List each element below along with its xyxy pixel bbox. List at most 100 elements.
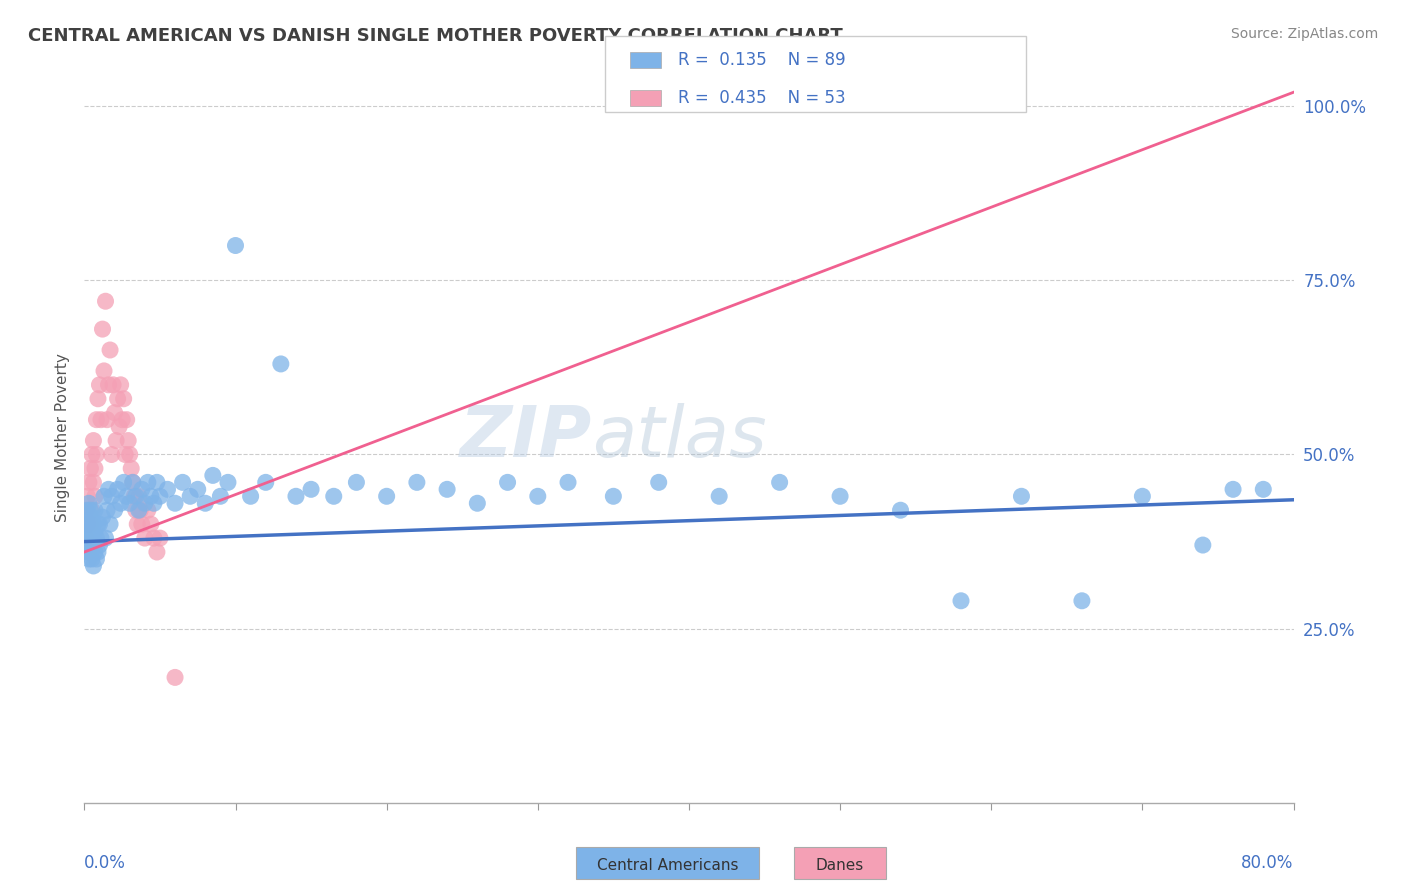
Text: 0.0%: 0.0%: [84, 854, 127, 872]
Text: CENTRAL AMERICAN VS DANISH SINGLE MOTHER POVERTY CORRELATION CHART: CENTRAL AMERICAN VS DANISH SINGLE MOTHER…: [28, 27, 842, 45]
Point: [79, 461, 101, 475]
Point: [142, 496, 165, 510]
Point: [94, 294, 117, 309]
Point: [118, 448, 141, 462]
Point: [285, 489, 308, 503]
Point: [115, 489, 138, 503]
Point: [79, 503, 101, 517]
Point: [101, 377, 124, 392]
Point: [84, 489, 107, 503]
Point: [107, 483, 129, 497]
Point: [96, 503, 118, 517]
Point: [125, 489, 148, 503]
Point: [89, 517, 111, 532]
Text: Danes: Danes: [815, 858, 863, 872]
Point: [82, 538, 104, 552]
Point: [146, 545, 169, 559]
Point: [98, 517, 121, 532]
Point: [1130, 489, 1153, 503]
Point: [80, 448, 103, 462]
Point: [77, 552, 100, 566]
Point: [76, 524, 98, 538]
Y-axis label: Single Mother Poverty: Single Mother Poverty: [55, 352, 70, 522]
Point: [125, 503, 148, 517]
Point: [346, 475, 368, 490]
Point: [1071, 594, 1094, 608]
Point: [76, 503, 98, 517]
Point: [77, 517, 100, 532]
Point: [1253, 483, 1275, 497]
Point: [82, 475, 104, 490]
Point: [557, 475, 579, 490]
Point: [91, 322, 114, 336]
Point: [84, 461, 107, 475]
Point: [90, 412, 112, 426]
Point: [194, 496, 217, 510]
Point: [139, 489, 162, 503]
Point: [112, 392, 135, 406]
Text: R =  0.135    N = 89: R = 0.135 N = 89: [678, 51, 845, 69]
Point: [82, 558, 104, 573]
Point: [890, 503, 912, 517]
Text: Central Americans: Central Americans: [598, 858, 738, 872]
Point: [87, 517, 110, 532]
Point: [107, 392, 129, 406]
Point: [75, 503, 97, 517]
Point: [93, 364, 115, 378]
Point: [79, 524, 101, 538]
Point: [105, 434, 128, 448]
Point: [254, 475, 277, 490]
Point: [118, 496, 141, 510]
Point: [110, 377, 132, 392]
Point: [98, 343, 121, 357]
Point: [111, 412, 134, 426]
Point: [97, 377, 120, 392]
Point: [602, 489, 624, 503]
Point: [142, 531, 165, 545]
Point: [76, 545, 98, 559]
Point: [187, 483, 209, 497]
Point: [76, 517, 98, 532]
Point: [87, 545, 110, 559]
Point: [139, 517, 162, 532]
Point: [86, 531, 108, 545]
Point: [270, 357, 292, 371]
Point: [104, 503, 127, 517]
Point: [80, 552, 103, 566]
Point: [108, 419, 131, 434]
Point: [89, 538, 111, 552]
Point: [75, 531, 97, 545]
Point: [129, 503, 152, 517]
Point: [79, 517, 101, 532]
Point: [117, 434, 139, 448]
Point: [496, 475, 519, 490]
Point: [127, 517, 149, 532]
Point: [527, 489, 550, 503]
Point: [769, 475, 792, 490]
Point: [86, 552, 108, 566]
Point: [1011, 489, 1033, 503]
Point: [80, 503, 103, 517]
Point: [104, 406, 127, 420]
Point: [79, 545, 101, 559]
Point: [110, 496, 132, 510]
Point: [87, 392, 110, 406]
Point: [165, 496, 187, 510]
Point: [114, 448, 136, 462]
Point: [406, 475, 429, 490]
Point: [201, 468, 224, 483]
Point: [75, 517, 97, 532]
Point: [436, 483, 458, 497]
Point: [94, 531, 117, 545]
Point: [91, 510, 114, 524]
Point: [134, 531, 156, 545]
Point: [467, 496, 489, 510]
Text: Source: ZipAtlas.com: Source: ZipAtlas.com: [1230, 27, 1378, 41]
Point: [128, 489, 150, 503]
Point: [82, 434, 104, 448]
Point: [84, 545, 107, 559]
Point: [134, 496, 156, 510]
Point: [950, 594, 973, 608]
Point: [172, 475, 194, 490]
Point: [322, 489, 344, 503]
